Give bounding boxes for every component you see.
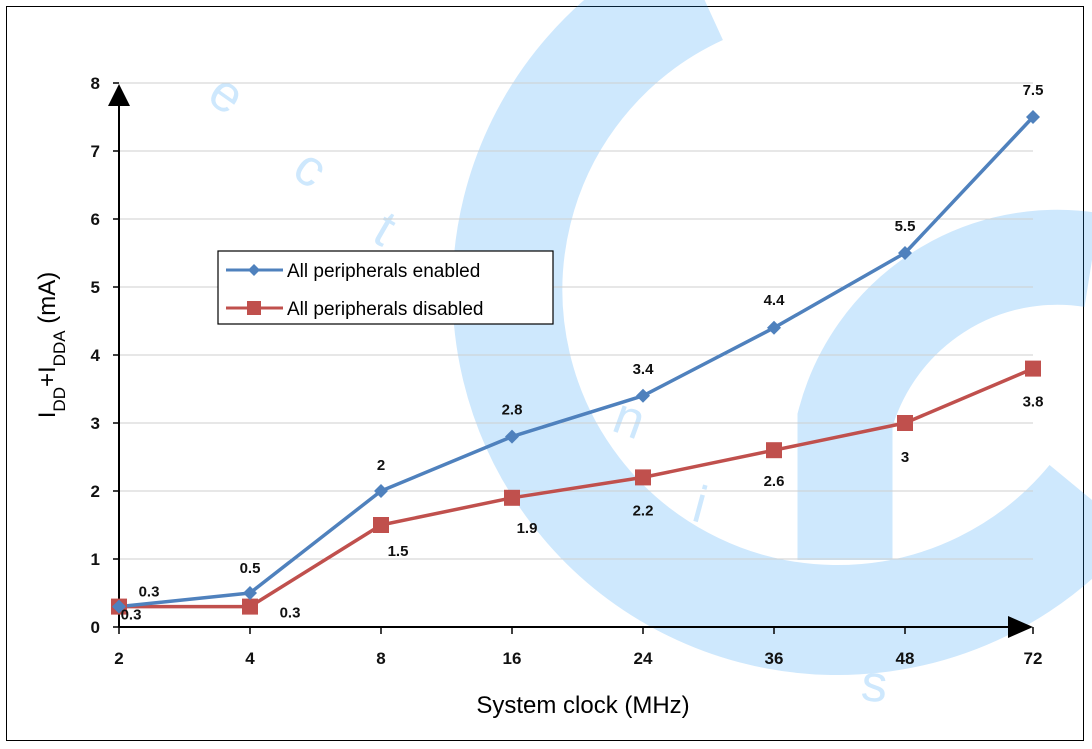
x-tick-label: 36 [765,649,784,668]
series-line-enabled [118,115,1035,609]
x-tick-label: 4 [245,649,255,668]
data-point-square [897,415,913,431]
data-label-enabled: 3.4 [633,361,655,378]
y-tick-label: 3 [91,414,100,433]
legend-label-disabled: All peripherals disabled [287,299,483,320]
data-label-enabled: 0.5 [240,560,261,577]
watermark-letter: c [283,137,338,199]
data-label-disabled: 3.8 [1023,394,1044,411]
y-axis-arrow [108,84,130,106]
data-point-diamond [112,599,126,614]
data-point-diamond [898,246,912,260]
data-label-disabled: 2.2 [633,502,654,519]
data-label-disabled: 3 [901,449,909,466]
chart-frame [6,6,1084,741]
x-tick-label: 72 [1024,649,1043,668]
data-point-square [373,517,389,533]
x-axis-arrow [1008,616,1033,638]
x-tick-label: 16 [503,649,522,668]
data-point-square [766,442,782,459]
data-point-diamond [1026,110,1040,124]
data-point-square [242,598,258,615]
axes [108,82,1034,638]
y-tick-label: 0 [91,618,100,637]
y-tick-label: 7 [91,142,100,161]
data-label-enabled: 7.5 [1023,82,1044,99]
legend-label-enabled: All peripherals enabled [287,261,480,282]
y-tick-label: 2 [91,482,100,501]
x-axis-label: System clock (MHz) [476,692,689,719]
y-axis-label: IDD+IDDA (mA) [34,272,69,418]
data-point-diamond [636,388,650,403]
data-point-diamond [767,320,781,335]
y-tick-label: 4 [91,346,101,365]
data-label-disabled: 1.5 [388,543,409,560]
x-tick-label: 8 [376,649,385,668]
legend-marker-enabled [248,264,260,276]
data-point-square [247,301,261,315]
y-tick-label: 1 [91,550,100,569]
y-tick-label: 5 [91,278,100,297]
x-tick-label: 48 [896,649,915,668]
data-label-disabled: 1.9 [517,520,538,537]
data-labels: 0.3 0.5 2 2.8 3.4 4.4 5.5 7.5 0.3 0.3 1.5 1.9 2.2 2.6… [121,82,1044,624]
watermark-letter: i [687,476,713,535]
data-point-diamond [374,484,388,498]
watermark-letter: e [198,62,255,126]
data-point-square [504,489,520,506]
data-point-diamond [248,264,260,276]
watermark-arc-small [797,209,1092,560]
data-label-enabled: 4.4 [764,292,786,309]
watermark-letter: t [364,200,406,258]
data-point-square [1025,360,1041,377]
series-group [111,110,1041,615]
legend-marker-disabled [247,301,261,315]
data-label-disabled: 0.3 [121,607,142,624]
y-tick-label: 8 [91,74,100,93]
data-label-enabled: 5.5 [895,218,916,235]
x-tick-labels: 2 4 8 16 24 36 48 72 [114,649,1042,668]
watermark-letter: s [859,654,890,714]
grid-lines [119,82,1033,560]
legend-box [217,250,554,325]
data-label-enabled: 0.3 [139,584,160,601]
data-point-square [635,469,651,486]
y-tick-label: 6 [91,210,100,229]
data-label-disabled: 0.3 [280,605,301,622]
data-label-disabled: 2.6 [764,473,785,490]
x-tick-label: 2 [114,649,123,668]
data-label-enabled: 2.8 [502,402,523,419]
data-point-diamond [243,586,257,600]
y-tick-labels: 0 1 2 3 4 5 6 7 8 [91,74,101,637]
x-tick-label: 24 [634,649,653,668]
legend: All peripherals enabled All peripherals … [217,250,554,325]
data-label-enabled: 2 [377,457,385,474]
data-point-diamond [505,429,519,444]
series-line-disabled [119,366,1034,609]
watermark: ectronics [198,0,1092,714]
